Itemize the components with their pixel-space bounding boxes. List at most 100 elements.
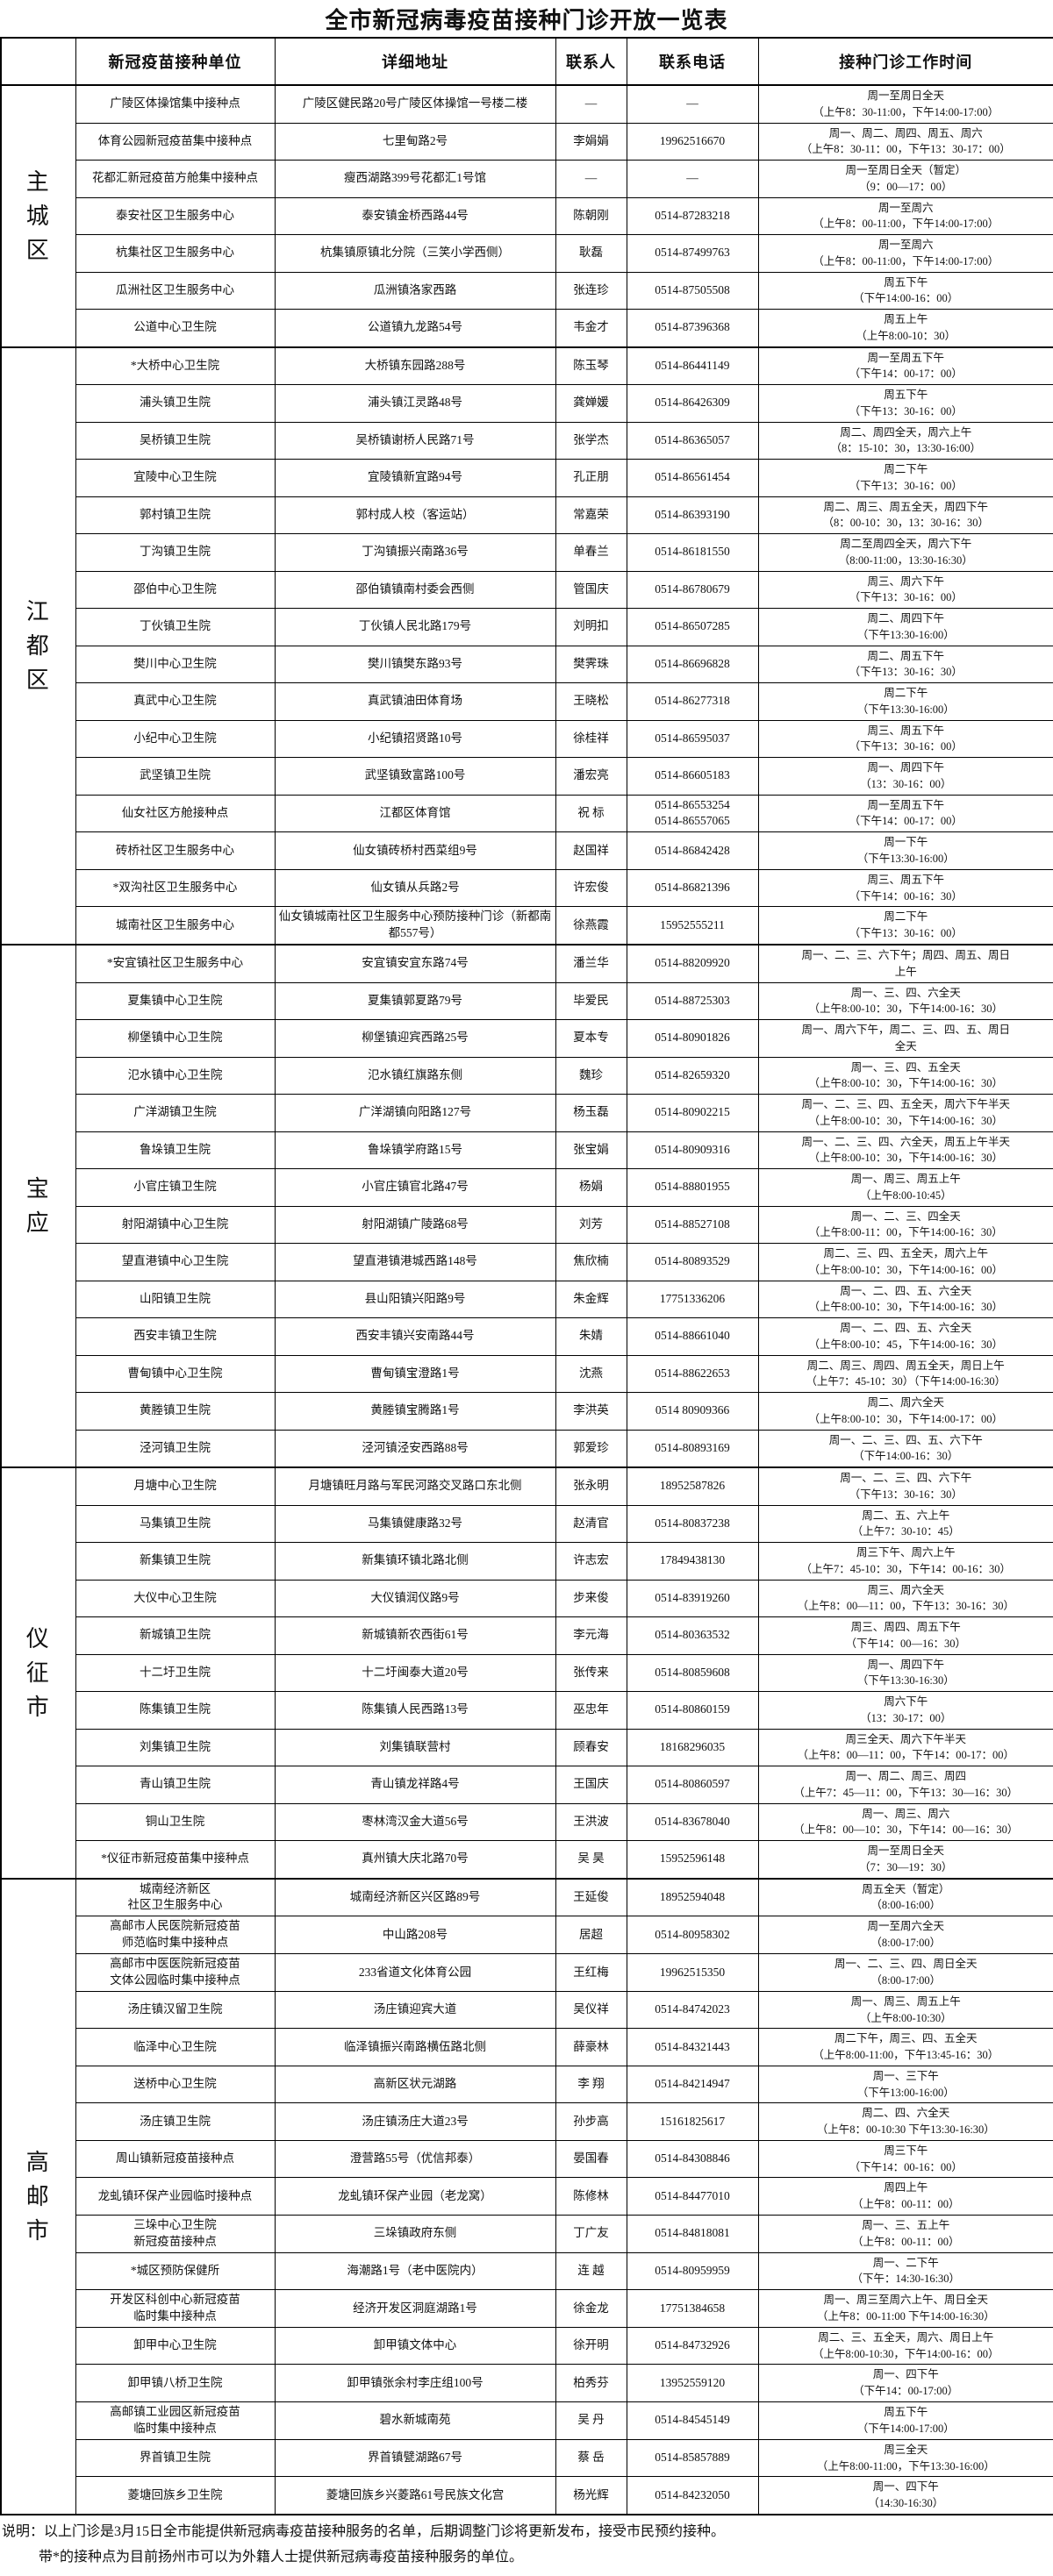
table-row: 郭村镇卫生院 郭村成人校（客运站） 常嘉荣 0514-86393190 周二、周三、周五… <box>1 496 1053 534</box>
contact-cell: 潘兰华 <box>555 944 627 983</box>
contact-cell: 樊霁珠 <box>555 645 627 683</box>
table-row: 刘集镇卫生院 刘集镇联营村 顾春安 18168296035 周三全天、周六下午半天 （上… <box>1 1728 1053 1767</box>
contact-cell: 韦金才 <box>555 309 627 347</box>
hours-cell: 周一、周四下午 （下午13:30-16:30） <box>757 1653 1053 1693</box>
hours-cell: 周三、周六全天 （上午8：00—11：00，下午13：30-16：30） <box>757 1579 1053 1618</box>
table-row: 黄塍镇卫生院 黄塍镇宝腾路1号 李洪英 0514 80909366 周二、周六全天 （上… <box>1 1392 1053 1431</box>
table-row: 泰安社区卫生服务中心 泰安镇金桥西路44号 陈朝刚 0514-87283218 周一至周… <box>1 196 1053 235</box>
unit-cell: 周山镇新冠疫苗接种点 <box>75 2139 276 2179</box>
table-row: *仪征市新冠疫苗集中接种点 真州镇大庆北路70号吴 昊 15952596148 周一至… <box>1 1840 1053 1880</box>
address-cell: 仙女镇城南社区卫生服务中心预防接种门诊（新都南都557号） <box>274 906 556 945</box>
contact-cell: 刘明扣 <box>555 608 627 646</box>
hours-cell: 周二下午，周三、四、五全天 （上午8:00-11:00，下午13:45-16：3… <box>757 2028 1053 2066</box>
table-row: 汤庄镇卫生院 汤庄镇汤庄大道23号 孙步高 15161825617 周二、四、六全天 （… <box>1 2102 1053 2141</box>
address-cell: 鲁垛镇学府路15号 <box>274 1131 556 1170</box>
hours-cell: 周五下午 （下午14:00-17:00） <box>757 2401 1053 2440</box>
address-cell: 七里甸路2号 <box>274 122 556 161</box>
phone-cell: 0514-84818081 <box>626 2214 759 2253</box>
address-cell: 瘦西湖路399号花都汇1号馆 <box>274 160 556 198</box>
phone-cell: 0514-86842428 <box>626 831 759 870</box>
address-cell: 新城镇新农西街61号 <box>274 1616 556 1655</box>
contact-cell: 陈修林 <box>555 2177 627 2216</box>
phone-cell: 0514-84545149 <box>626 2401 759 2440</box>
header-row: 新冠疫苗接种单位 详细地址 联系人 联系电话 接种门诊工作时间 <box>0 37 1053 86</box>
unit-cell: 广洋湖镇卫生院 <box>75 1094 276 1132</box>
address-cell: 杭集镇原镇北分院（三笑小学西侧） <box>274 234 556 273</box>
table-row: 杭集社区卫生服务中心 杭集镇原镇北分院（三笑小学西侧） 耿磊 0514-8749976… <box>1 234 1053 273</box>
contact-cell: 刘芳 <box>555 1205 627 1245</box>
table-row: 邵伯中心卫生院 邵伯镇镇南村委会西侧 管国庆 0514-86780679 周三、周六下午… <box>1 570 1053 609</box>
contact-cell: 薛豪林 <box>555 2028 627 2066</box>
column-header-hours: 接种门诊工作时间 <box>757 37 1053 86</box>
phone-cell: 0514-86393190 <box>626 496 759 534</box>
table-row: 曹甸镇中心卫生院 曹甸镇宝澄路1号 沈燕 0514-88622653 周二、周三、周四、… <box>1 1354 1053 1394</box>
address-cell: 碧水新城南苑 <box>274 2401 556 2440</box>
hours-cell: 周一下午 （下午13:30-16:00） <box>757 831 1053 870</box>
contact-cell: 李洪英 <box>555 1392 627 1431</box>
address-cell: 广洋湖镇向阳路127号 <box>274 1094 556 1132</box>
table-row: 仪征市 月塘中心卫生院 月塘镇旺月路与军民河路交叉路口东北侧 张永明 189525878… <box>0 1466 1053 1880</box>
table-row: 主城区 广陵区体操馆集中接种点 广陵区健民路20号广陵区体操馆一号楼二楼 — — 周一至周… <box>0 84 1053 347</box>
phone-cell: 17849438130 <box>626 1542 759 1581</box>
region-label: 仪征市 <box>0 1466 76 1880</box>
column-header-phone: 联系电话 <box>626 37 759 86</box>
table-row: 望直港镇中心卫生院 望直港镇港城西路148号 焦欣楠 0514-80893529 周二、… <box>1 1243 1053 1281</box>
table-row: 三垛中心卫生院 新冠疫苗接种点 三垛镇政府东侧 丁广友 0514-84818081 周一… <box>1 2214 1053 2253</box>
phone-cell: 0514-86181550 <box>626 533 759 572</box>
phone-cell: 0514-84321443 <box>626 2028 759 2066</box>
hours-cell: 周二下午 （下午13：30-16：00） <box>757 459 1053 497</box>
phone-cell: 0514-80959959 <box>626 2251 759 2291</box>
phone-cell: 0514-87499763 <box>626 234 759 273</box>
unit-cell: 宜陵中心卫生院 <box>75 459 276 497</box>
address-cell: 汤庄镇迎宾大道 <box>274 1990 556 2030</box>
phone-cell: 15952596148 <box>626 1840 759 1880</box>
unit-cell: 汤庄镇卫生院 <box>75 2102 276 2141</box>
phone-cell: 0514-87283218 <box>626 196 759 235</box>
hours-cell: 周三、周四、周五下午 （下午14：00—16：30） <box>757 1616 1053 1655</box>
address-cell: 城南经济新区兴区路89号 <box>274 1877 556 1917</box>
unit-cell: 高邮市中医医院新冠疫苗 文体公园临时集中接种点 <box>75 1953 276 1992</box>
address-cell: 曹甸镇宝澄路1号 <box>274 1354 556 1394</box>
hours-cell: 周一至周五下午 （下午14：00-17：00） <box>757 346 1053 385</box>
address-cell: 泰安镇金桥西路44号 <box>274 196 556 235</box>
unit-cell: 临泽中心卫生院 <box>75 2028 276 2066</box>
contact-cell: 张永明 <box>555 1466 627 1506</box>
contact-cell: 巫忠年 <box>555 1691 627 1730</box>
hours-cell: 周五下午 （下午14:00-16：00） <box>757 271 1053 310</box>
hours-cell: 周二、周三、周四、周五全天，周日上午 （上午7：45-10：30）（下午14:0… <box>757 1354 1053 1394</box>
hours-cell: 周二至周四全天，周六下午 （8:00-11:00，13:30-16:30） <box>757 533 1053 572</box>
address-cell: 卸甲镇张余村李庄组100号 <box>274 2364 556 2402</box>
phone-cell: 0514-86561454 <box>626 459 759 497</box>
unit-cell: 瓜洲社区卫生服务中心 <box>75 271 276 310</box>
phone-cell: 17751336206 <box>626 1280 759 1319</box>
hours-cell: 周二下午 （下午13:30-16:00） <box>757 682 1053 721</box>
phone-cell: 19962515350 <box>626 1953 759 1992</box>
hours-cell: 周一至周日全天 （上午8：30-11:00，下午14:00-17:00） <box>757 84 1053 124</box>
table-row: 汤庄镇汉留卫生院 汤庄镇迎宾大道 吴仪祥 0514-84742023 周一、周三、周五上… <box>1 1990 1053 2030</box>
table-row: 菱塘回族乡卫生院 菱塘回族乡兴菱路61号民族文化宫 杨光辉 0514-84232050… <box>1 2476 1053 2515</box>
contact-cell: 晏国春 <box>555 2139 627 2179</box>
unit-cell: 龙虬镇环保产业园临时接种点 <box>75 2177 276 2216</box>
contact-cell: 杨光辉 <box>555 2476 627 2515</box>
table-row: 送桥中心卫生院 高新区状元湖路李 翔 0514-84214947 周一、三下午 （下午… <box>1 2065 1053 2104</box>
table-row: 临泽中心卫生院 临泽镇振兴南路横伍路北侧 薛豪林 0514-84321443 周二下午，… <box>1 2028 1053 2066</box>
table-row: 高邮市中医医院新冠疫苗 文体公园临时集中接种点 233省道文化体育公园 王红梅 199… <box>1 1953 1053 1992</box>
address-cell: 卸甲镇文体中心 <box>274 2326 556 2365</box>
hours-cell: 周一至周日全天（暂定） （9：00—17：00） <box>757 160 1053 198</box>
address-cell: 公道镇九龙路54号 <box>274 309 556 347</box>
phone-cell: 0514-88622653 <box>626 1354 759 1394</box>
phone-cell: 0514-84214947 <box>626 2065 759 2104</box>
table-row: 周山镇新冠疫苗接种点 澄营路55号（优信邦泰） 晏国春 0514-84308846 周三… <box>1 2139 1053 2179</box>
unit-cell: 射阳湖镇中心卫生院 <box>75 1205 276 1245</box>
table-row: 泾河镇卫生院 泾河镇泾安西路88号 郭爱珍 0514-80893169 周一、二、三、四… <box>1 1429 1053 1468</box>
table-row: 高邮市人民医院新冠疫苗 师范临时集中接种点 中山路208号 居超 0514-80958… <box>1 1916 1053 1955</box>
phone-cell: 0514-80837238 <box>626 1504 759 1544</box>
unit-cell: 小官庄镇卫生院 <box>75 1168 276 1207</box>
contact-cell: 居超 <box>555 1916 627 1955</box>
phone-cell: 0514-87396368 <box>626 309 759 347</box>
table-row: 新集镇卫生院 新集镇环镇北路北侧 许志宏 17849438130 周三下午、周六上午 （… <box>1 1542 1053 1581</box>
address-cell: 丁伙镇人民北路179号 <box>274 608 556 646</box>
unit-cell: 望直港镇中心卫生院 <box>75 1243 276 1281</box>
table-row: 射阳湖镇中心卫生院 射阳湖镇广陵路68号 刘芳 0514-88527108 周一、二、三… <box>1 1205 1053 1245</box>
